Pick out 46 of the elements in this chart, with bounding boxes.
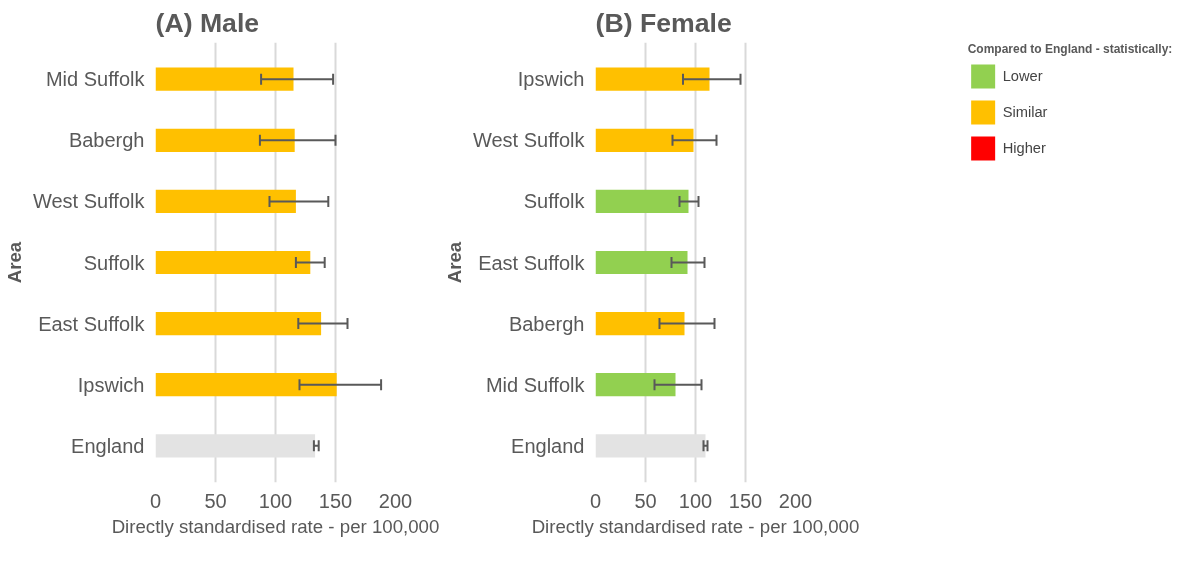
x-tick-label: 150 [318, 489, 353, 512]
bar [155, 312, 322, 336]
y-tick-label: West Suffolk [472, 129, 586, 152]
y-tick-label: West Suffolk [32, 190, 146, 213]
legend-title: Compared to England - statistically: [967, 42, 1173, 56]
y-tick-label: East Suffolk [38, 312, 146, 335]
x-axis-title: Directly standardised rate - per 100,000 [111, 515, 440, 537]
chart-title: (B) Female [595, 7, 732, 38]
y-tick-label: East Suffolk [478, 251, 586, 274]
bar [595, 189, 689, 213]
bar [155, 189, 296, 213]
legend-label: Lower [1002, 68, 1043, 84]
chart-title: (A) Male [155, 7, 260, 38]
legend-label: Higher [1002, 140, 1046, 156]
y-tick-label: Babergh [68, 129, 145, 152]
y-axis-title: Area [3, 241, 25, 284]
x-tick-label: 100 [258, 489, 293, 512]
x-tick-label: 200 [778, 489, 813, 512]
bar [595, 250, 688, 275]
y-tick-label: Ipswich [517, 68, 585, 91]
bar [155, 128, 295, 152]
legend-label: Similar [1002, 104, 1048, 120]
y-tick-label: Mid Suffolk [45, 68, 146, 91]
bar [595, 312, 685, 336]
bar [595, 128, 694, 152]
x-tick-label: 200 [378, 489, 413, 512]
y-tick-label: England [511, 434, 585, 457]
bar [155, 373, 337, 397]
y-tick-label: England [71, 434, 145, 457]
x-tick-label: 100 [678, 489, 713, 512]
x-tick-label: 50 [634, 489, 657, 512]
bar [595, 67, 710, 91]
x-axis-title: Directly standardised rate - per 100,000 [531, 515, 860, 537]
x-tick-label: 0 [149, 489, 162, 512]
bar [155, 250, 311, 275]
y-tick-label: Mid Suffolk [485, 373, 586, 396]
y-tick-label: Suffolk [523, 190, 586, 213]
x-tick-label: 150 [728, 489, 763, 512]
bar [595, 373, 676, 397]
y-tick-label: Suffolk [83, 251, 146, 274]
y-tick-label: Babergh [508, 312, 585, 335]
x-tick-label: 50 [204, 489, 227, 512]
y-tick-label: Ipswich [77, 373, 145, 396]
bar [155, 67, 294, 91]
x-tick-label: 0 [589, 489, 602, 512]
y-axis-title: Area [443, 241, 465, 284]
